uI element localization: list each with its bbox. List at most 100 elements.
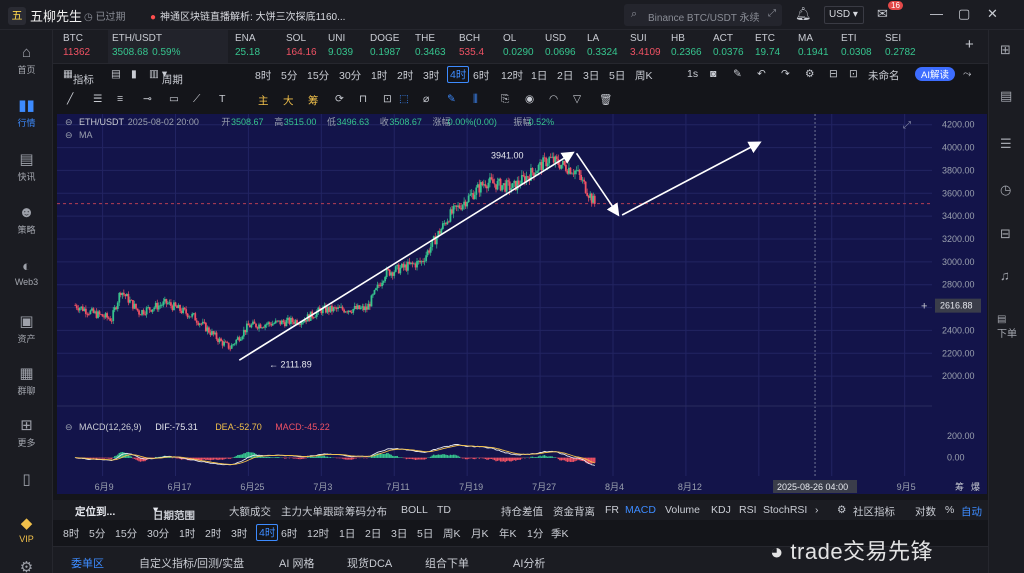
indicator-8[interactable]: MACD <box>625 504 656 516</box>
nav-news[interactable]: ▤ 快讯 <box>0 150 53 183</box>
indicator-2[interactable]: 筹码分布 <box>345 506 387 518</box>
timeframe-1[interactable]: 5分 <box>281 70 298 82</box>
indicator-10[interactable]: KDJ <box>711 504 731 516</box>
ticker-ol[interactable]: OL 0.0290 <box>503 33 543 58</box>
timeframe-11[interactable]: 2日 <box>557 70 574 82</box>
ray-tool-icon[interactable]: ⊸ <box>143 93 152 105</box>
line-tool-icon[interactable]: ╱ <box>67 93 74 105</box>
measure-icon[interactable]: ◠ <box>549 93 559 105</box>
bottom-tab-5[interactable]: AI分析 <box>513 558 546 570</box>
ruler-icon[interactable]: ⌀ <box>423 93 430 105</box>
period2-12[interactable]: 3日 <box>391 528 408 540</box>
ticker-etc[interactable]: ETC 19.74 <box>755 33 795 58</box>
period2-8[interactable]: 6时 <box>281 528 298 540</box>
timeframe-14[interactable]: 周K <box>635 70 653 82</box>
ticker-doge[interactable]: DOGE 0.1987 <box>370 33 410 58</box>
indicator-6[interactable]: 资金背离 <box>553 506 595 518</box>
fps-toggle[interactable]: 1s <box>687 68 699 80</box>
scale-option-1[interactable]: 对数 <box>915 506 936 518</box>
period2-17[interactable]: 1分 <box>527 528 544 540</box>
settings-icon[interactable]: ⚙ <box>805 68 815 80</box>
share-icon[interactable]: ⤳ <box>963 68 972 80</box>
edit-icon[interactable]: ✎ <box>733 68 742 80</box>
select-tool-icon[interactable]: ⬚ <box>399 93 409 105</box>
indicator-12[interactable]: StochRSI <box>763 504 808 516</box>
timeframe-7[interactable]: 4时 <box>447 66 470 83</box>
channel-tool-icon[interactable]: ≡ <box>117 93 124 105</box>
period2-2[interactable]: 15分 <box>115 528 138 540</box>
period2-3[interactable]: 30分 <box>147 528 170 540</box>
bottom-tab-1[interactable]: 自定义指标/回测/实盘 <box>139 558 245 570</box>
minimize-icon[interactable]: — <box>930 6 943 21</box>
calendar-icon[interactable]: ▤ <box>111 68 121 80</box>
bell-icon[interactable]: 🔔︎ <box>795 6 812 21</box>
add-ticker-icon[interactable]: + <box>965 36 974 53</box>
nav-web3[interactable]: ◐ Web3 <box>0 258 53 287</box>
scale-option-2[interactable]: % <box>945 504 955 516</box>
refresh-tool-icon[interactable]: ⟳ <box>335 93 344 105</box>
period2-18[interactable]: 季K <box>551 528 569 540</box>
brush-tool-icon[interactable]: ⟋ <box>193 93 201 105</box>
ticker-usd[interactable]: USD 0.0696 <box>545 33 585 58</box>
expand-icon[interactable]: ⤢ <box>768 8 776 19</box>
scale-option-3[interactable]: 自动 <box>961 506 982 518</box>
period2-13[interactable]: 5日 <box>417 528 434 540</box>
redo-icon[interactable]: ↷ <box>781 68 790 80</box>
nav-chat[interactable]: ▦ 群聊 <box>0 364 53 397</box>
ticker-sol[interactable]: SOL 164.16 <box>286 33 326 58</box>
indicator-0[interactable]: 大额成交 <box>229 506 271 518</box>
chip-tool[interactable]: 筹 <box>308 95 319 107</box>
ticker-eti[interactable]: ETI 0.0308 <box>841 33 881 58</box>
bottom-tab-3[interactable]: 现货DCA <box>347 558 393 570</box>
ai-interpret-button[interactable]: AI解读 <box>915 67 955 81</box>
clipboard-icon[interactable]: ⎘ <box>501 93 510 105</box>
scroll-right-icon[interactable]: › <box>815 504 819 516</box>
maximize-icon[interactable]: ▢ <box>958 6 971 21</box>
chart-canvas[interactable]: 3941.00 ← 2111.89 ⊖ MACD(12,26,9) DIF:-75.3… <box>57 114 987 494</box>
user-drawings[interactable] <box>238 141 762 361</box>
period2-11[interactable]: 2日 <box>365 528 382 540</box>
period2-7[interactable]: 4时 <box>256 524 279 541</box>
ticker-the[interactable]: THE 0.3463 <box>415 33 455 58</box>
nav-portfolio[interactable]: ▯ <box>0 470 53 490</box>
big-tool[interactable]: 大 <box>283 95 294 107</box>
period2-5[interactable]: 2时 <box>205 528 222 540</box>
timeframe-8[interactable]: 6时 <box>473 70 490 82</box>
trend-arrow-2[interactable] <box>621 141 762 216</box>
bottom-tab-2[interactable]: AI 网格 <box>279 558 315 570</box>
period2-6[interactable]: 3时 <box>231 528 248 540</box>
indicator-button[interactable]: ▦ 指标 <box>63 68 94 86</box>
list-icon[interactable]: ☰ <box>1000 136 1012 151</box>
nav-settings[interactable]: ⚙ <box>0 558 53 573</box>
timeframe-13[interactable]: 5日 <box>609 70 626 82</box>
search-input[interactable]: ⌕ Binance BTC/USDT 永续 ⤢ <box>624 4 782 26</box>
nav-vip[interactable]: ◆ VIP <box>0 514 53 544</box>
nav-market[interactable]: ▮▮ 行情 <box>0 96 53 129</box>
community-indicator-icon[interactable]: ⚙ <box>837 504 847 516</box>
rect-tool-icon[interactable]: ▭ <box>169 93 179 105</box>
bars-tool-icon[interactable]: ⫼ <box>473 93 478 105</box>
app-logo[interactable]: 五 五柳先生 <box>8 6 82 25</box>
period2-1[interactable]: 5分 <box>89 528 106 540</box>
order-panel[interactable]: ▤ 下单 <box>997 314 1017 340</box>
news-ticker[interactable]: ● 神通区块链直播解析: 大饼三次探底1160... <box>150 8 345 23</box>
ticker-bch[interactable]: BCH 535.4 <box>459 33 499 58</box>
lock-icon[interactable]: ⊡ <box>383 93 392 105</box>
trash-icon[interactable]: 🗑︎ <box>599 94 613 106</box>
layout-split-icon[interactable]: ⊟ <box>829 68 838 80</box>
timeframe-0[interactable]: 8时 <box>255 70 272 82</box>
ticker-eth-usdt[interactable]: ETH/USDT 3508.68 0.59% <box>108 30 228 63</box>
currency-select[interactable]: USD ▾ <box>824 6 864 24</box>
trend-arrow-0[interactable] <box>238 151 575 361</box>
bottom-tab-0[interactable]: 委单区 <box>71 555 104 573</box>
indicator-9[interactable]: Volume <box>665 504 701 516</box>
timeframe-3[interactable]: 30分 <box>339 70 362 82</box>
layout-name[interactable]: 未命名 <box>868 70 900 82</box>
period2-10[interactable]: 1日 <box>339 528 356 540</box>
timeframe-12[interactable]: 3日 <box>583 70 600 82</box>
timeframe-4[interactable]: 1时 <box>371 70 388 82</box>
text-tool-icon[interactable]: T <box>219 93 226 105</box>
period2-15[interactable]: 月K <box>471 528 489 540</box>
indicator-1[interactable]: 主力大单跟踪 <box>281 506 344 518</box>
price-chart[interactable]: 3941.00 ← 2111.89 ⊖ MACD(12,26,9) DIF:-75.3… <box>57 114 987 494</box>
